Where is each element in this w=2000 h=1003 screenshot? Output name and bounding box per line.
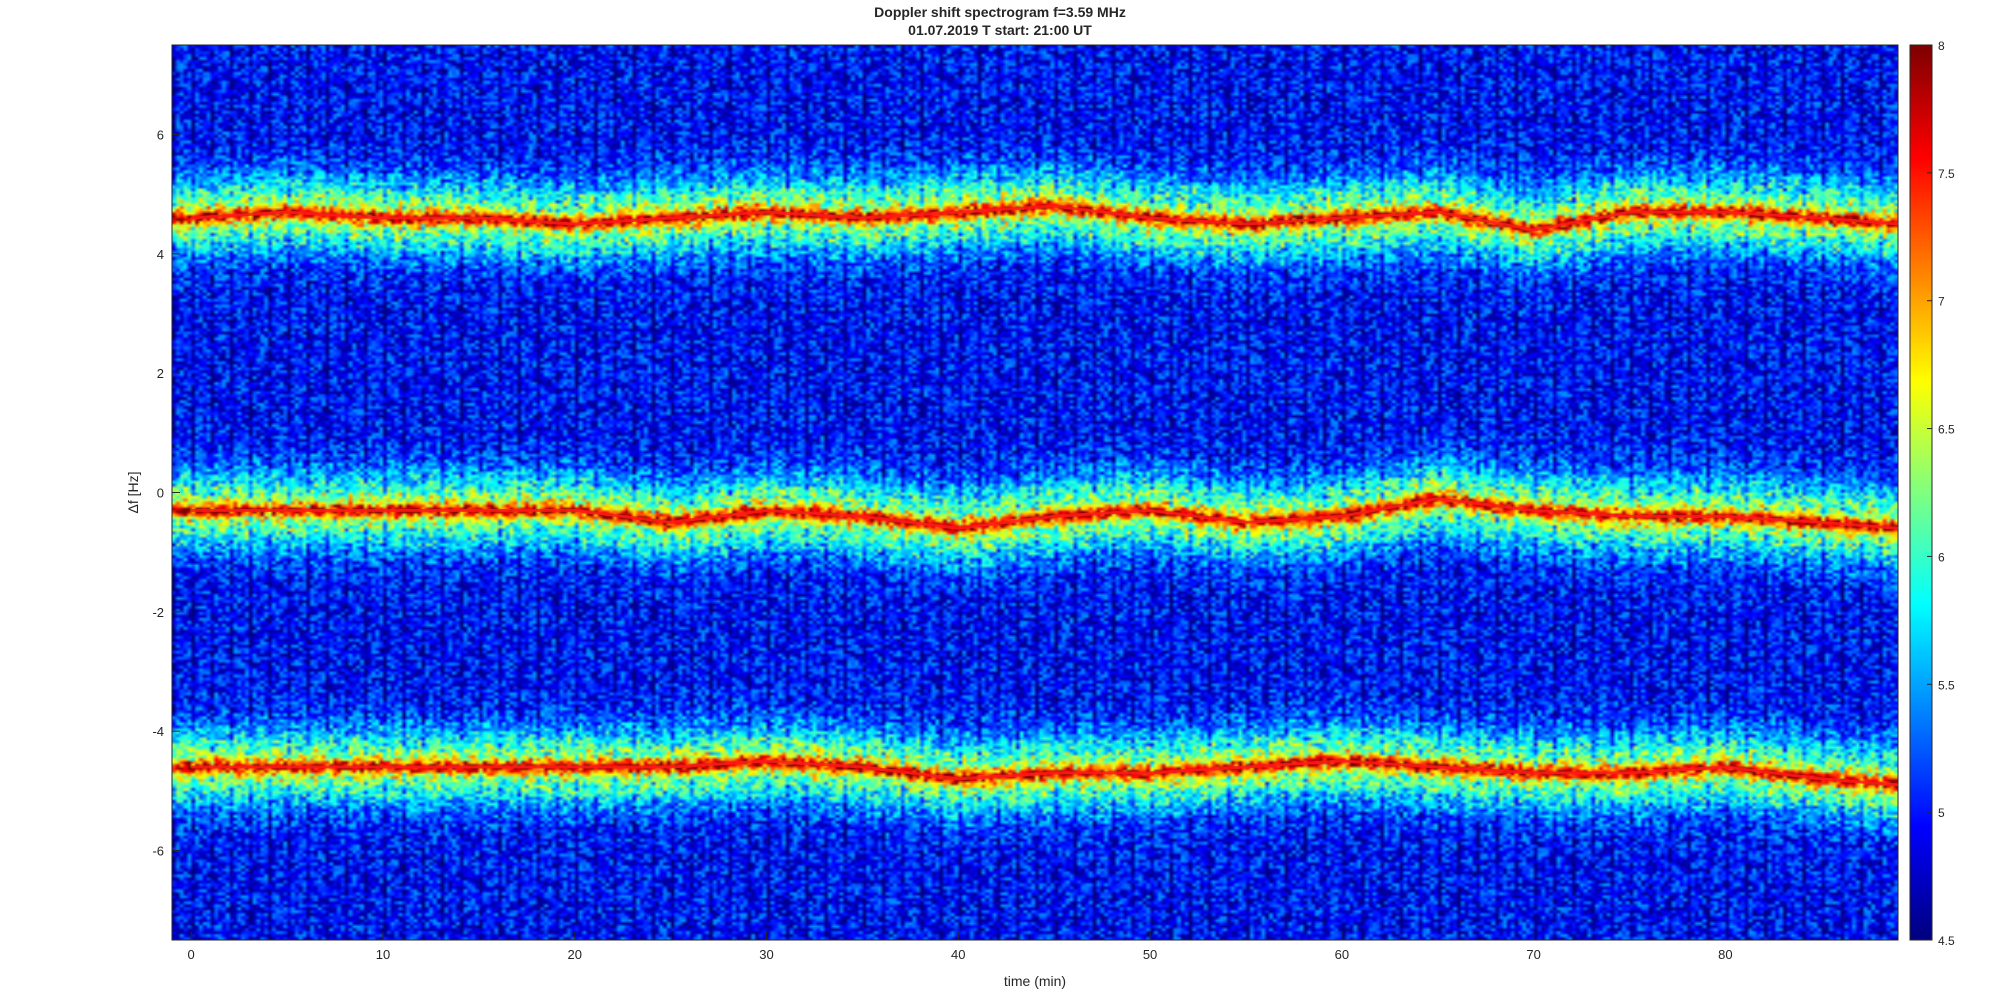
- band-trace-lines: [191, 204, 1899, 787]
- x-tick-label: 30: [759, 947, 773, 962]
- y-tick-label: 2: [157, 366, 164, 381]
- colorbar-tick-label: 8: [1938, 39, 1945, 53]
- y-tick-label: 0: [157, 486, 164, 501]
- band-trace-2: [191, 496, 1899, 530]
- x-tick-label: 40: [951, 947, 965, 962]
- colorbar-gradient: [1910, 45, 1932, 940]
- spectrogram-heatmap: [172, 45, 1898, 940]
- x-axis: 0 10 20 30 40 50 60 70 80: [188, 932, 1733, 962]
- colorbar-frame: [1909, 44, 1933, 941]
- colorbar-tick-label: 4.5: [1938, 934, 1955, 948]
- y-tick-label: -4: [152, 724, 164, 739]
- colorbar-tick-label: 6.5: [1938, 423, 1955, 437]
- colorbar-axis: 4.5 5 5.5 6 6.5 7 7.5 8: [1927, 39, 1955, 948]
- y-tick-label: 6: [157, 128, 164, 143]
- band-trace-1: [191, 204, 1899, 232]
- x-tick-label: 70: [1526, 947, 1540, 962]
- colorbar-tick-label: 7.5: [1938, 167, 1955, 181]
- chart-title: Doppler shift spectrogram f=3.59 MHz: [874, 4, 1126, 20]
- y-tick-label: -6: [152, 844, 164, 859]
- x-tick-label: 10: [376, 947, 390, 962]
- x-tick-label: 20: [567, 947, 581, 962]
- colorbar-tick-label: 5: [1938, 806, 1945, 820]
- chart-subtitle: 01.07.2019 T start: 21:00 UT: [908, 22, 1092, 38]
- x-tick-label: 0: [188, 947, 195, 962]
- y-tick-label: 4: [157, 247, 164, 262]
- colorbar-tick-label: 7: [1938, 295, 1945, 309]
- x-tick-label: 60: [1335, 947, 1349, 962]
- y-tick-label: -2: [152, 605, 164, 620]
- y-axis: -6 -4 -2 0 2 4 6: [152, 128, 180, 859]
- x-axis-label: time (min): [1004, 973, 1066, 989]
- band-trace-3: [191, 759, 1899, 787]
- y-axis-label: Δf [Hz]: [125, 471, 141, 513]
- colorbar-tick-label: 6: [1938, 550, 1945, 564]
- colorbar-tick-label: 5.5: [1938, 678, 1955, 692]
- x-tick-label: 50: [1143, 947, 1157, 962]
- x-tick-label: 80: [1718, 947, 1732, 962]
